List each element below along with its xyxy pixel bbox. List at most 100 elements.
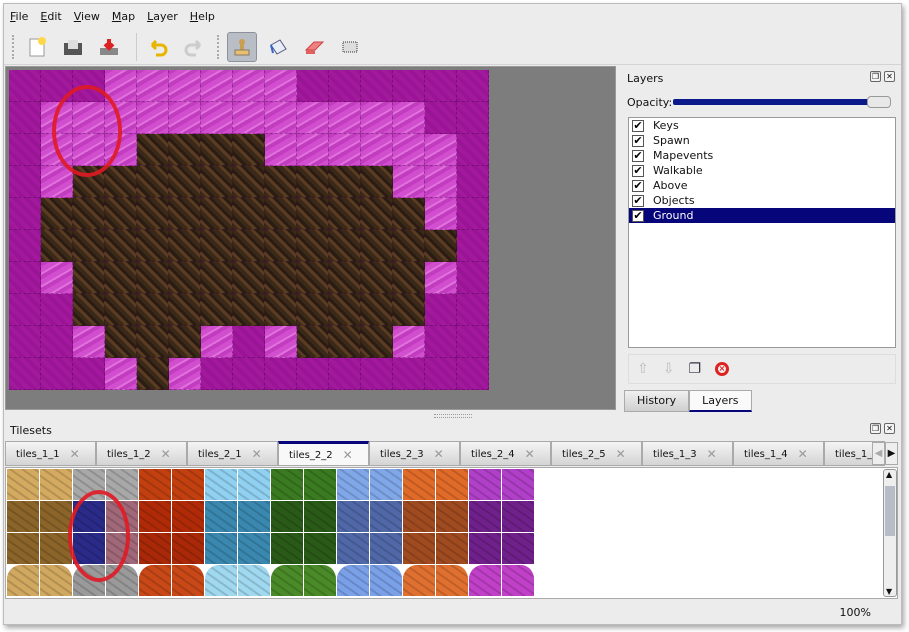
visibility-checkbox[interactable]: ✔ (632, 193, 644, 207)
tileset-tile[interactable] (7, 501, 40, 533)
tileset-tile[interactable] (205, 533, 238, 565)
visibility-checkbox[interactable]: ✔ (632, 208, 644, 222)
close-tab-icon[interactable]: ✕ (797, 447, 808, 461)
map-tile[interactable] (297, 262, 329, 294)
redo-button[interactable] (179, 32, 209, 62)
duplicate-layer-icon[interactable]: ❐ (688, 361, 702, 377)
tileset-tile[interactable] (403, 501, 436, 533)
tileset-tile[interactable] (436, 469, 469, 501)
visibility-checkbox[interactable]: ✔ (632, 178, 644, 192)
tileset-tile[interactable] (271, 565, 304, 597)
tileset-tile[interactable] (436, 501, 469, 533)
map-tile[interactable] (265, 326, 297, 358)
tileset-grid[interactable] (7, 469, 535, 597)
close-tab-icon[interactable]: ✕ (524, 447, 535, 461)
tileset-tile[interactable] (403, 533, 436, 565)
map-tile[interactable] (137, 230, 169, 262)
map-tile[interactable] (265, 70, 297, 102)
tileset-tile[interactable] (40, 533, 73, 565)
map-tile[interactable] (9, 294, 41, 326)
map-tile[interactable] (233, 262, 265, 294)
map-canvas[interactable] (5, 66, 616, 410)
map-tile[interactable] (9, 70, 41, 102)
tileset-tile[interactable] (172, 469, 205, 501)
visibility-checkbox[interactable]: ✔ (632, 133, 644, 147)
map-tile[interactable] (361, 294, 393, 326)
map-tile[interactable] (425, 326, 457, 358)
map-tile[interactable] (329, 294, 361, 326)
map-tile[interactable] (265, 230, 297, 262)
tileset-tile[interactable] (436, 565, 469, 597)
tileset-tab[interactable]: tiles_1_1 ✕ (5, 441, 96, 465)
layer-item[interactable]: ✔ Ground (629, 208, 895, 223)
tileset-tile[interactable] (436, 533, 469, 565)
map-tile[interactable] (329, 166, 361, 198)
tileset-tab[interactable]: tiles_2_5 ✕ (551, 441, 642, 465)
tileset-tile[interactable] (337, 533, 370, 565)
map-tile[interactable] (169, 198, 201, 230)
tileset-tile[interactable] (502, 565, 535, 597)
menu-help[interactable]: Help (189, 10, 215, 23)
map-tile[interactable] (329, 230, 361, 262)
open-button[interactable] (58, 32, 88, 62)
map-tile[interactable] (105, 294, 137, 326)
map-tile[interactable] (393, 262, 425, 294)
tileset-tile[interactable] (502, 469, 535, 501)
map-tile[interactable] (361, 198, 393, 230)
lower-layer-icon[interactable]: ⇩ (662, 361, 675, 377)
map-tile[interactable] (41, 326, 73, 358)
map-tile[interactable] (425, 358, 457, 390)
tileset-tab[interactable]: tiles_1_3 ✕ (642, 441, 733, 465)
map-tile[interactable] (233, 358, 265, 390)
close-tab-icon[interactable]: ✕ (615, 447, 626, 461)
tileset-tile[interactable] (172, 565, 205, 597)
map-tile[interactable] (361, 326, 393, 358)
map-tile[interactable] (393, 294, 425, 326)
map-tile[interactable] (297, 166, 329, 198)
float-icon[interactable]: ❐ (870, 71, 881, 82)
map-tile[interactable] (233, 102, 265, 134)
tileset-tile[interactable] (304, 565, 337, 597)
map-tile[interactable] (297, 230, 329, 262)
map-tile[interactable] (169, 294, 201, 326)
map-tile[interactable] (329, 102, 361, 134)
tileset-tab[interactable]: tiles_2_3 ✕ (369, 441, 460, 465)
map-tile[interactable] (393, 230, 425, 262)
close-tab-icon[interactable]: ✕ (251, 447, 262, 461)
map-tile[interactable] (457, 294, 489, 326)
layer-item[interactable]: ✔ Spawn (629, 133, 895, 148)
toolbar-grip[interactable] (12, 34, 16, 59)
map-tile[interactable] (425, 230, 457, 262)
tileset-tile[interactable] (469, 501, 502, 533)
undo-button[interactable] (143, 32, 173, 62)
map-tile[interactable] (361, 134, 393, 166)
tileset-tab[interactable]: tiles_2_2 ✕ (278, 441, 369, 465)
map-tile[interactable] (425, 134, 457, 166)
map-tile[interactable] (457, 326, 489, 358)
map-tile[interactable] (137, 166, 169, 198)
map-tile[interactable] (425, 294, 457, 326)
map-tile[interactable] (265, 198, 297, 230)
splitter-handle[interactable] (434, 414, 472, 418)
tileset-tile[interactable] (502, 501, 535, 533)
tileset-tab[interactable]: tiles_1_4 ✕ (733, 441, 824, 465)
map-tile[interactable] (169, 230, 201, 262)
tileset-tile[interactable] (106, 565, 139, 597)
map-tile[interactable] (329, 70, 361, 102)
tileset-tile[interactable] (205, 565, 238, 597)
close-tab-icon[interactable]: ✕ (706, 447, 717, 461)
tab-layers[interactable]: Layers (689, 390, 752, 412)
tileset-tile[interactable] (469, 565, 502, 597)
tileset-tile[interactable] (40, 501, 73, 533)
tileset-tile[interactable] (238, 565, 271, 597)
map-tile[interactable] (233, 230, 265, 262)
tileset-tile[interactable] (139, 533, 172, 565)
map-tile[interactable] (41, 166, 73, 198)
map-tile[interactable] (9, 198, 41, 230)
map-tile[interactable] (201, 230, 233, 262)
map-tile[interactable] (9, 262, 41, 294)
map-tile[interactable] (73, 358, 105, 390)
stamp-brush-button[interactable] (227, 31, 257, 62)
tileset-tile[interactable] (304, 533, 337, 565)
tileset-tile[interactable] (304, 469, 337, 501)
